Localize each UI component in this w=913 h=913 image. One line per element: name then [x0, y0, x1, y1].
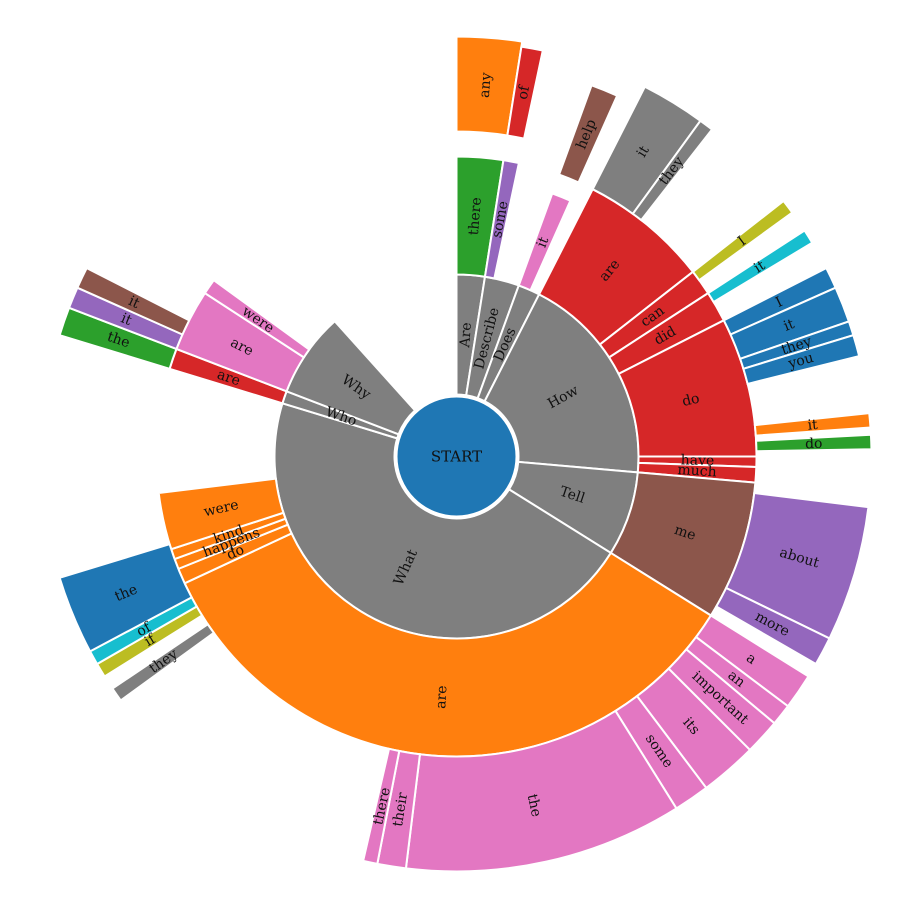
label-how-have: have — [681, 452, 715, 469]
label-how-do-i: I — [773, 294, 785, 311]
label-are-any: any — [477, 72, 495, 99]
segment-how-are-they[interactable] — [631, 119, 714, 222]
label-how-much-do: do — [805, 436, 823, 453]
label-what-are-the: the — [524, 793, 545, 819]
segment-why-were-it[interactable] — [76, 266, 191, 336]
segment-what-were[interactable] — [157, 477, 285, 551]
label-tell: Tell — [558, 484, 588, 507]
label-what-do: do — [224, 542, 246, 564]
segment-how-can-i[interactable] — [691, 199, 794, 282]
segment-describe-of[interactable] — [506, 45, 544, 140]
segment-what-do-they[interactable] — [111, 622, 216, 702]
label-are-there: there — [466, 197, 485, 236]
label-how-have-it: it — [807, 417, 819, 434]
segment-what-were-the[interactable] — [58, 542, 193, 653]
label-are: Are — [457, 322, 475, 349]
label-who-are-the: the — [105, 329, 132, 352]
segment-tell-me-more[interactable] — [714, 586, 831, 666]
label-tell-me: me — [672, 522, 698, 544]
segments-layer — [58, 35, 873, 873]
label-describe-some: some — [489, 200, 512, 239]
label-what-were: were — [202, 497, 240, 520]
label-how-much: much — [677, 462, 717, 480]
segment-how-do-you[interactable] — [742, 333, 861, 386]
segment-what-are-there[interactable] — [361, 747, 401, 866]
root-node[interactable] — [395, 395, 518, 518]
label-what-are-there: there — [370, 786, 394, 826]
label-what-are-their: their — [390, 791, 411, 827]
segment-how-did-it[interactable] — [706, 229, 814, 304]
label-how-do: do — [681, 390, 702, 410]
label-what-are: are — [433, 685, 450, 709]
root-label: START — [431, 448, 482, 466]
segment-describe-some[interactable] — [483, 159, 521, 280]
segment-how-have-it[interactable] — [753, 412, 872, 437]
label-describe-of: of — [515, 83, 534, 101]
segment-why-were[interactable] — [203, 278, 311, 359]
segment-does-help[interactable] — [557, 84, 619, 184]
segment-how-much-do[interactable] — [755, 433, 873, 453]
label-who-are: are — [215, 367, 242, 390]
segment-does-it[interactable] — [517, 192, 572, 292]
label-how-do-you: you — [786, 350, 816, 372]
